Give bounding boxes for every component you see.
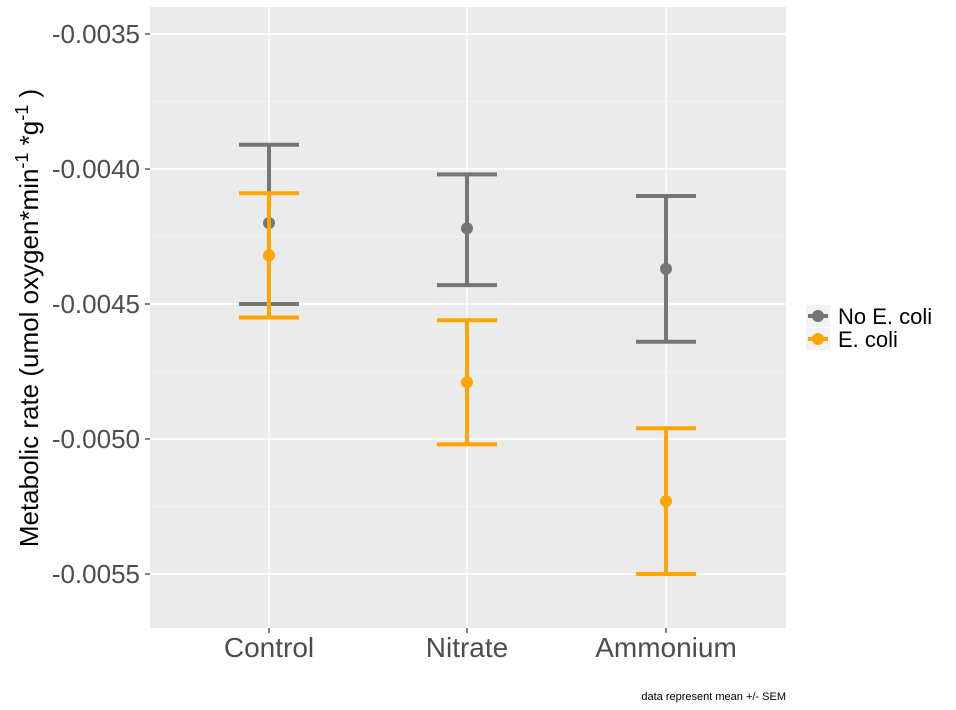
ylabel-suffix: ) bbox=[14, 89, 44, 105]
legend-key-point bbox=[812, 310, 824, 322]
x-tick-label-nitrate: Nitrate bbox=[426, 632, 508, 663]
mean-point bbox=[461, 222, 473, 235]
data-marks bbox=[239, 142, 696, 576]
y-axis-label: Metabolic rate (umol oxygen*min-1 *g-1 ) bbox=[12, 89, 44, 547]
x-tick-label-ammonium: Ammonium bbox=[595, 632, 737, 663]
ylabel-mid: *g bbox=[14, 121, 44, 153]
y-tick-label: -0.0040 bbox=[52, 154, 140, 184]
y-tick-label: -0.0055 bbox=[52, 559, 140, 589]
ylabel-prefix: Metabolic rate (umol oxygen*min bbox=[14, 169, 44, 548]
mean-point bbox=[461, 376, 473, 389]
series-1 bbox=[239, 191, 696, 576]
mean-point bbox=[660, 495, 672, 508]
legend-key-point bbox=[812, 333, 824, 345]
caption: data represent mean +/- SEM bbox=[641, 691, 786, 703]
legend-label: E. coli bbox=[838, 327, 898, 352]
mean-point bbox=[660, 262, 672, 275]
y-tick-label: -0.0050 bbox=[52, 424, 140, 454]
y-tick-label: -0.0035 bbox=[52, 19, 140, 49]
ylabel-sup-2: -1 bbox=[12, 105, 32, 121]
axes: -0.0035 -0.0040 -0.0045 -0.0050 -0.0055 Contr… bbox=[52, 19, 737, 663]
x-tick-label-control: Control bbox=[224, 632, 314, 663]
mean-point bbox=[263, 249, 275, 262]
y-tick-label: -0.0045 bbox=[52, 289, 140, 319]
ylabel-sup-1: -1 bbox=[12, 153, 32, 169]
legend-label: No E. coli bbox=[838, 304, 932, 329]
